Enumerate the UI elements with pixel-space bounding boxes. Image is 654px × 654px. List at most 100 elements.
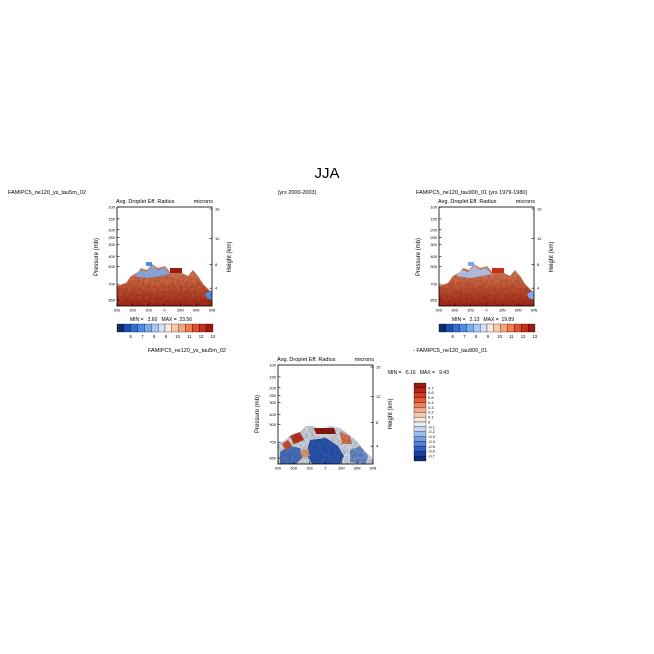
panel-2-colorbar-label: 13	[532, 334, 537, 339]
panel-1: Avg. Droplet Eff. Radius microns 90S 60S 3…	[94, 199, 233, 339]
panel-diff-colorbar-label: 0.6	[428, 390, 434, 395]
panel-1-ylabel: Pressure (mb)	[94, 238, 100, 276]
panel-2-colorbar-swatch	[486, 323, 495, 333]
panel-1-colorbar-swatch	[178, 323, 186, 333]
panel-1-y2tick-label: 12	[215, 236, 220, 241]
panel-2-ytick-label: 200	[430, 227, 437, 232]
panel-2-colorbar-label: 9	[487, 334, 490, 339]
panel-1-xtick-label: 30N	[177, 309, 184, 313]
panel-1-y2tick-label: 8	[215, 262, 218, 267]
panel-diff-colorbar-swatch	[413, 416, 427, 423]
panel-2-colorbar-swatch	[521, 323, 529, 333]
panel-diff-colorbar-label: 0.3	[428, 405, 434, 410]
panel-2-xtick-label: 60S	[452, 309, 459, 313]
panel-1-ytick-label: 150	[108, 216, 115, 221]
panel-1-colorbar-label: 6	[130, 334, 133, 339]
panel-1-stats: MIN = 3.60 MAX = 23.56	[130, 317, 192, 323]
panel-2-xtick-label: 90N	[531, 309, 538, 313]
panel-1-colorbar-swatch	[185, 323, 193, 333]
panel-1-colorbar-swatch	[137, 323, 145, 333]
panel-2-xtick-label: 0	[486, 309, 488, 313]
panel-diff-colorbar-swatch	[413, 402, 427, 408]
panel-2: Avg. Droplet Eff. Radius microns 90S 60S 3…	[416, 199, 555, 339]
panel-1-xtick-label: 30S	[145, 309, 152, 313]
panel-2-colorbar-swatch	[479, 323, 488, 333]
panel-1-colorbar-label: 11	[187, 334, 192, 339]
panel-diff-colorbar-swatch	[413, 407, 427, 413]
panel-diff-colorbar-swatch	[413, 431, 427, 437]
panel-diff-colorbar-swatch	[413, 382, 427, 389]
panel-2-blue-cap	[456, 266, 492, 278]
panel-diff-colorbar-swatch	[413, 387, 427, 393]
panel-2-colorbar-label: 12	[521, 334, 526, 339]
panel-diff-colorbar-swatch	[413, 412, 427, 418]
panel-1-y2tick-label: 16	[215, 206, 220, 211]
panel-1-colorbar-label: 9	[165, 334, 168, 339]
panel-2-ytick-label: 700	[430, 282, 437, 287]
panel-diff-ytick-label: 150	[269, 374, 276, 379]
panel-diff-colorbar-swatch	[413, 441, 427, 447]
panel-2-colorbar-swatch	[438, 323, 447, 333]
figure-title: JJA	[314, 165, 339, 182]
panel-1-colorbar: 6 7 8 9 10 11 12 13	[116, 323, 216, 339]
panel-1-xtick-label: 0	[164, 309, 166, 313]
panel-2-colorbar-label: 11	[509, 334, 514, 339]
panel-diff-colorbar-label: 0.5	[428, 395, 434, 400]
panel-2-y2tick-label: 8	[537, 262, 540, 267]
panel-1-ytick-label: 200	[108, 227, 115, 232]
panel-2-blue-patch	[468, 262, 474, 266]
panel-2-colorbar-swatch	[459, 323, 467, 333]
years-label: (yrs 2000-2003)	[278, 190, 317, 196]
panel-diff-units: microns	[355, 357, 375, 363]
panel-2-ytick-label: 500	[430, 264, 437, 269]
panel-1-xtick-label: 90S	[114, 309, 121, 313]
panel-2-field	[439, 262, 534, 306]
panel-diff-colorbar-label: 0.1	[428, 415, 434, 420]
panel-diff-ytick-label: 250	[269, 393, 276, 398]
panel-2-stats: MIN = 2.13 MAX = 19.89	[452, 317, 514, 323]
panel-diff-colorbar-label: 0	[428, 419, 431, 424]
panel-diff-ytick-label: 700	[269, 440, 276, 445]
panel-2-y2label: Height (km)	[549, 241, 555, 272]
panel-2-high-patch	[492, 268, 504, 273]
panel-1-ytick-label: 250	[108, 235, 115, 240]
panel-1-ytick-label: 700	[108, 282, 115, 287]
panel-diff-colorbar-swatch	[413, 421, 427, 428]
panel-diff-stats: MIN = -5.16 MAX = 9.43	[388, 370, 449, 376]
panel-1-colorbar-swatch	[144, 323, 152, 333]
panel-1-blue-cap	[134, 266, 170, 278]
panel-2-colorbar-swatch	[466, 323, 474, 333]
panel-diff-ylabel: Pressure (mb)	[255, 395, 261, 433]
panel-1-colorbar-label: 12	[199, 334, 204, 339]
panel-diff-y2tick-label: 4	[376, 444, 379, 449]
panel-1-colorbar-swatch	[123, 323, 131, 333]
panel-diff-axes: 90S 60S 30S 0 30N 60N 90N 100 150 200 250 300 400 500…	[269, 363, 381, 471]
panel-diff-ytick-label: 200	[269, 385, 276, 390]
panel-diff-y2tick-label: 12	[376, 394, 381, 399]
panel-1-ytick-label: 400	[108, 254, 115, 259]
panel-diff-xtick-label: 30N	[338, 467, 345, 471]
panel-2-y2tick-label: 4	[537, 286, 540, 291]
panel-diff-colorbar-label: 0.7	[428, 385, 434, 390]
panel-2-colorbar-label: 6	[452, 334, 455, 339]
panel-1-y2label: Height (km)	[227, 241, 233, 272]
panel-diff-colorbar-label: -0.7	[428, 454, 436, 459]
panel-1-colorbar-swatch	[192, 323, 200, 333]
panel-diff-colorbar-swatch	[413, 397, 427, 403]
panel-1-colorbar-swatch	[157, 323, 166, 333]
panel-2-xtick-label: 30S	[467, 309, 474, 313]
panel-diff-ytick-label: 100	[269, 363, 276, 368]
panel-1-field	[117, 262, 212, 306]
panel-diff-ytick-label: 850	[269, 456, 276, 461]
panel-1-ytick-label: 300	[108, 242, 115, 247]
panel-diff-xtick-label: 90N	[370, 467, 377, 471]
panel-2-colorbar-swatch	[452, 323, 460, 333]
panel-2-xtick-label: 90S	[436, 309, 443, 313]
panel-2-colorbar-label: 8	[475, 334, 478, 339]
panel-2-title: Avg. Droplet Eff. Radius	[438, 199, 497, 205]
panel-diff-colorbar-label: -0.2	[428, 429, 436, 434]
panel-2-ytick-label: 850	[430, 298, 437, 303]
panel-1-xtick-label: 60N	[193, 309, 200, 313]
panel-1-colorbar-swatch	[199, 323, 207, 333]
